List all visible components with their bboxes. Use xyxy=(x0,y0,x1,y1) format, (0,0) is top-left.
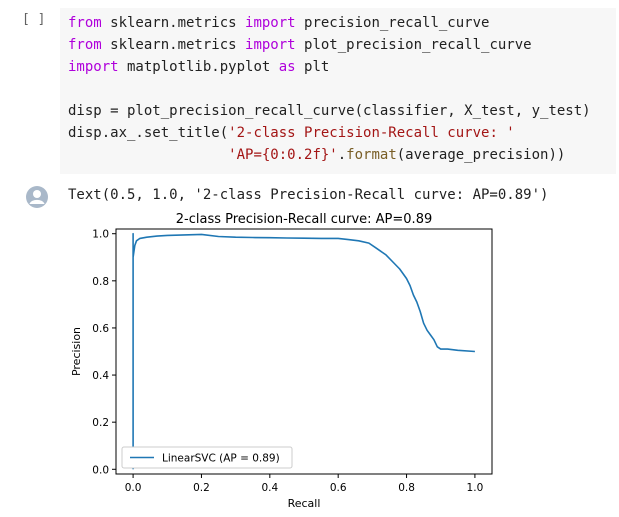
x-tick-label: 0.2 xyxy=(193,482,210,494)
code-line: from sklearn.metrics import plot_precisi… xyxy=(68,34,532,56)
run-cell-button[interactable]: [ ] xyxy=(22,12,46,27)
x-tick-label: 0.8 xyxy=(398,482,415,494)
code-cell[interactable]: [ ] from sklearn.metrics import precisio… xyxy=(0,0,619,176)
code-line: disp.ax_.set_title('2-class Precision-Re… xyxy=(68,122,515,144)
code-token: 'AP={0:0.2f}' xyxy=(228,147,338,163)
output-cell: Text(0.5, 1.0, '2-class Precision-Recall… xyxy=(0,176,619,517)
code-token: precision_recall_curve xyxy=(295,15,490,31)
y-tick-label: 0.4 xyxy=(92,370,109,382)
output-avatar-icon xyxy=(26,186,48,208)
x-tick-label: 0.0 xyxy=(125,482,142,494)
code-token: format xyxy=(346,147,397,163)
code-token: disp.ax_.set_title( xyxy=(68,125,229,141)
code-token: (average_precision)) xyxy=(396,147,566,163)
legend-label: LinearSVC (AP = 0.89) xyxy=(162,453,280,465)
code-token: sklearn.metrics xyxy=(101,15,246,31)
code-token: matplotlib.pyplot xyxy=(118,59,279,75)
x-tick-label: 1.0 xyxy=(467,482,484,494)
code-token: import xyxy=(68,59,119,75)
output-text: Text(0.5, 1.0, '2-class Precision-Recall… xyxy=(68,187,549,203)
x-axis-label: Recall xyxy=(288,497,321,510)
code-token: plot_precision_recall_curve xyxy=(295,37,532,53)
code-token: from xyxy=(68,15,102,31)
code-token: . xyxy=(337,147,347,163)
plot-frame xyxy=(115,228,493,475)
code-token: import xyxy=(245,15,296,31)
chart-title: 2-class Precision-Recall curve: AP=0.89 xyxy=(176,212,432,227)
code-token: sklearn.metrics xyxy=(101,37,246,53)
code-token: '2-class Precision-Recall curve: ' xyxy=(228,125,515,141)
code-line: disp = plot_precision_recall_curve(class… xyxy=(68,100,591,122)
code-line: 'AP={0:0.2f}'.format(average_precision)) xyxy=(68,144,565,166)
x-tick-label: 0.6 xyxy=(330,482,347,494)
y-tick-label: 0.2 xyxy=(92,417,109,429)
code-token: as xyxy=(278,59,296,75)
y-tick-label: 1.0 xyxy=(92,229,109,241)
code-token: import xyxy=(245,37,296,53)
code-token: disp = plot_precision_recall_curve(class… xyxy=(68,103,591,119)
code-line: from sklearn.metrics import precision_re… xyxy=(68,12,489,34)
series-line xyxy=(132,232,475,470)
y-tick-label: 0.6 xyxy=(92,323,109,335)
code-token: plt xyxy=(295,59,330,75)
y-tick-label: 0.0 xyxy=(92,464,109,476)
x-tick-label: 0.4 xyxy=(261,482,278,494)
y-axis-label: Precision xyxy=(70,327,83,376)
code-token: from xyxy=(68,37,102,53)
legend-box xyxy=(121,446,293,469)
y-tick-label: 0.8 xyxy=(92,276,109,288)
code-editor[interactable]: from sklearn.metrics import precision_re… xyxy=(60,8,616,174)
code-line: import matplotlib.pyplot as plt xyxy=(68,56,329,78)
